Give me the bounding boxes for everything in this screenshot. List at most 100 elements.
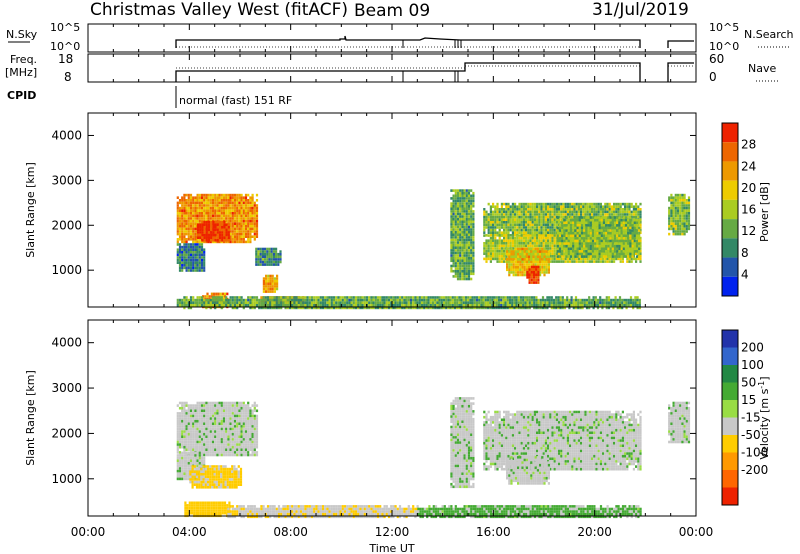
data-cell xyxy=(574,244,577,248)
data-cell xyxy=(514,250,517,253)
data-cell xyxy=(607,237,610,240)
data-cell xyxy=(308,306,311,310)
data-cell xyxy=(257,260,260,264)
data-cell xyxy=(387,306,391,310)
data-cell xyxy=(578,234,581,238)
data-cell xyxy=(249,214,252,218)
data-cell xyxy=(187,253,190,257)
data-cell xyxy=(598,252,601,256)
data-cell xyxy=(531,205,534,208)
data-cell xyxy=(456,277,460,281)
data-cell xyxy=(584,257,587,261)
data-cell xyxy=(192,304,195,307)
data-cell xyxy=(339,298,342,302)
data-cell xyxy=(509,208,512,211)
data-cell xyxy=(514,215,517,219)
data-cell xyxy=(508,296,512,299)
data-cell xyxy=(547,234,550,237)
data-cell xyxy=(450,204,453,208)
data-cell xyxy=(192,258,195,262)
data-cell xyxy=(525,208,528,211)
data-cell xyxy=(610,208,613,211)
data-cell xyxy=(617,213,620,216)
data-cell xyxy=(522,215,525,219)
data-cell xyxy=(539,301,542,304)
data-cell xyxy=(407,304,410,307)
data-cell xyxy=(452,264,455,268)
data-cell xyxy=(221,236,224,239)
data-cell xyxy=(461,215,464,218)
data-cell xyxy=(519,268,522,272)
data-cell xyxy=(587,216,590,219)
data-cell xyxy=(591,216,595,219)
data-cell xyxy=(514,231,517,234)
data-cell xyxy=(540,234,543,237)
data-cell xyxy=(613,224,617,227)
data-cell xyxy=(423,301,426,304)
data-cell xyxy=(541,296,545,299)
data-cell xyxy=(607,296,611,299)
data-cell xyxy=(376,296,380,299)
data-cell xyxy=(586,205,589,208)
data-cell xyxy=(604,205,607,208)
data-cell xyxy=(205,217,208,220)
data-cell xyxy=(463,264,466,268)
data-cell xyxy=(463,215,466,218)
data-cell xyxy=(547,218,550,221)
data-cell xyxy=(529,234,532,237)
data-cell xyxy=(569,202,572,206)
data-cell xyxy=(253,222,256,225)
data-cell xyxy=(244,219,248,223)
data-cell xyxy=(561,244,564,248)
data-cell xyxy=(492,215,495,219)
data-cell xyxy=(192,209,195,212)
data-cell xyxy=(544,247,547,250)
data-cell xyxy=(589,229,592,232)
data-cell xyxy=(330,306,333,310)
data-cell xyxy=(607,242,610,245)
data-cell xyxy=(178,214,182,218)
data-cell xyxy=(496,239,499,242)
data-cell xyxy=(181,304,184,307)
data-cell xyxy=(616,224,619,227)
data-cell xyxy=(222,201,226,205)
data-cell xyxy=(357,304,360,307)
data-cell xyxy=(527,226,530,229)
data-cell xyxy=(181,251,184,254)
data-cell xyxy=(508,258,511,261)
data-cell xyxy=(346,301,349,304)
data-cell xyxy=(537,306,540,310)
data-cell xyxy=(259,258,262,261)
data-cell xyxy=(602,244,606,248)
data-cell xyxy=(515,301,518,304)
data-cell xyxy=(454,223,457,226)
data-cell xyxy=(185,238,188,241)
data-cell xyxy=(211,298,215,302)
data-cell xyxy=(566,215,569,219)
data-cell xyxy=(537,281,540,284)
data-cell xyxy=(277,263,280,266)
data-cell xyxy=(203,193,206,197)
data-cell xyxy=(555,257,558,261)
data-cell xyxy=(183,253,186,257)
data-cell xyxy=(544,301,547,304)
data-cell xyxy=(549,231,552,234)
data-cell xyxy=(276,287,279,291)
data-cell xyxy=(233,225,237,228)
data-cell xyxy=(610,260,613,263)
data-cell xyxy=(450,225,453,229)
data-cell xyxy=(489,226,492,229)
data-cell xyxy=(189,243,193,246)
data-cell xyxy=(196,226,200,229)
data-cell xyxy=(639,221,642,224)
data-cell xyxy=(460,306,463,310)
data-cell xyxy=(218,298,221,302)
data-cell xyxy=(227,209,230,212)
data-cell xyxy=(636,296,639,299)
data-cell xyxy=(470,225,473,229)
data-cell xyxy=(496,202,499,206)
data-cell xyxy=(385,298,388,302)
data-cell xyxy=(233,235,237,238)
data-cell xyxy=(622,221,625,225)
data-cell xyxy=(487,244,490,248)
